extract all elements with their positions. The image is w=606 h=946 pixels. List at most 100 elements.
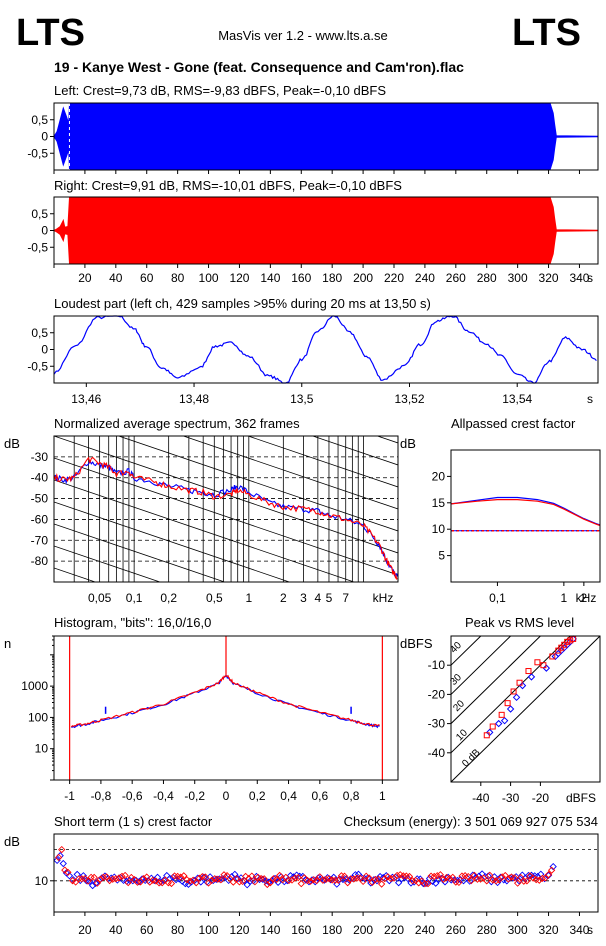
peak-rms-frame (450, 635, 601, 783)
x-tick-label-6: 0,2 (249, 789, 266, 803)
right-crest-point (421, 880, 429, 888)
left-crest-point (187, 878, 196, 886)
y-tick-label-0: 1000 (21, 679, 48, 693)
peak-rms-y-unit: dBFS (400, 636, 433, 651)
right-crest-point (458, 872, 466, 880)
spectrum-slope-16 (54, 479, 356, 582)
x-tick-label-7: 160 (291, 271, 311, 285)
left-crest-point (59, 859, 67, 868)
x-tick-label-12: 260 (446, 271, 466, 285)
spectrum-y-unit: dB (4, 436, 20, 451)
x-tick-label-5: 2 (280, 591, 287, 605)
x-tick-label-7: 160 (291, 923, 311, 937)
crest-diagonal-label-4: 0 dB (460, 747, 483, 770)
x-tick-label-13: 280 (477, 923, 497, 937)
left-wave-title: Left: Crest=9,73 dB, RMS=-9,83 dBFS, Pea… (54, 83, 386, 98)
right-peak-rms-point (534, 659, 541, 666)
x-tick-label-2: 2 (581, 591, 588, 605)
left-peak-rms-point (506, 705, 515, 713)
y-tick-label-2: -0,5 (27, 359, 48, 373)
x-unit-label: kHz (373, 591, 394, 605)
right-peak-rms-point (498, 711, 505, 718)
x-tick-label-13: 280 (477, 271, 497, 285)
y-tick-label-1: -40 (31, 471, 49, 485)
left-crest-point (53, 856, 61, 865)
right-crest-point (353, 874, 361, 882)
right-crest-point (195, 874, 203, 882)
x-tick-label-1: 1 (561, 591, 568, 605)
right-crest-point (399, 872, 407, 880)
x-tick-label-3: 0,5 (206, 591, 223, 605)
right-crest-point (207, 876, 216, 885)
x-unit-label: s (587, 392, 593, 406)
right-crest-point (248, 872, 256, 880)
right-crest-point (362, 872, 370, 880)
y-tick-label-2: 10 (35, 742, 49, 756)
right-crest-point (102, 873, 111, 881)
right-crest-point (405, 872, 414, 881)
right-crest-point (272, 875, 281, 884)
right-crest-point (99, 873, 108, 881)
left-crest-point (224, 876, 233, 885)
spectrum-slope-10 (311, 436, 398, 466)
left-peak-rms-point (500, 716, 509, 725)
left-histogram-line (71, 675, 380, 729)
right-crest-point (112, 875, 120, 883)
left-crest-point (394, 879, 403, 887)
x-tick-label-8: 5 (326, 591, 333, 605)
right-crest-point (319, 876, 327, 884)
x-tick-label-14: 300 (508, 923, 528, 937)
app-title: MasVis ver 1.2 - www.lts.a.se (218, 28, 388, 43)
left-crest-point (206, 873, 214, 881)
x-tick-label-7: 4 (315, 591, 322, 605)
right-crest-point (520, 877, 528, 885)
y-tick-label-3: -40 (428, 746, 446, 760)
left-crest-point (234, 874, 242, 883)
right-crest-point (58, 845, 66, 854)
right-crest-point (529, 874, 537, 882)
right-crest-point (109, 875, 117, 883)
y-tick-label-1: 0 (41, 130, 48, 144)
y-tick-label-0: -10 (428, 658, 446, 672)
logo-right: LTS (512, 12, 581, 54)
left-crest-point (265, 878, 273, 886)
x-tick-label-4: 100 (199, 271, 219, 285)
x-tick-label-2: 13,5 (290, 392, 314, 406)
x-tick-label-8: 0,6 (311, 789, 328, 803)
right-crest-point (365, 874, 373, 882)
file-title: 19 - Kanye West - Gone (feat. Consequenc… (54, 59, 464, 75)
right-crest-point (387, 874, 395, 883)
x-tick-label-10: 1 (379, 789, 386, 803)
checksum-text: Checksum (energy): 3 501 069 927 075 534 (344, 814, 598, 829)
right-crest-point (87, 873, 95, 881)
right-histogram-line (70, 674, 380, 728)
right-crest-point (251, 878, 259, 886)
left-crest-point (404, 874, 412, 883)
x-tick-label-5: 120 (229, 271, 249, 285)
x-tick-label-7: 0,4 (280, 789, 297, 803)
crest-diagonal-label-3: 10 (454, 727, 470, 743)
short-term-crest-plot: dB 10 20 40 60 80 100 120 140 160 180 200 220 240 260 2… (4, 833, 599, 937)
right-crest-point (350, 875, 358, 883)
spectrum-slope-15 (54, 457, 398, 576)
right-crest-point (411, 876, 420, 885)
right-crest-point (504, 875, 513, 883)
x-tick-label-15: 320 (539, 271, 559, 285)
allpassed-frame (450, 449, 601, 583)
right-crest-point (241, 872, 250, 881)
crest-diagonal-label-2: 20 (451, 698, 467, 714)
x-tick-label-12: 260 (446, 923, 466, 937)
x-tick-label-8: 180 (322, 923, 342, 937)
x-tick-label-3: 13,52 (394, 392, 424, 406)
right-crest-point (177, 873, 185, 881)
y-tick-label-3: -60 (31, 512, 49, 526)
right-crest-point (430, 872, 438, 881)
y-tick-label-0: 0,5 (31, 113, 48, 127)
right-crest-point (538, 874, 547, 883)
histogram-title: Histogram, "bits": 16,0/16,0 (54, 615, 211, 630)
right-crest-point (201, 873, 210, 881)
y-tick-label-0: 0,5 (31, 207, 48, 221)
y-tick-label-1: 100 (28, 710, 48, 724)
